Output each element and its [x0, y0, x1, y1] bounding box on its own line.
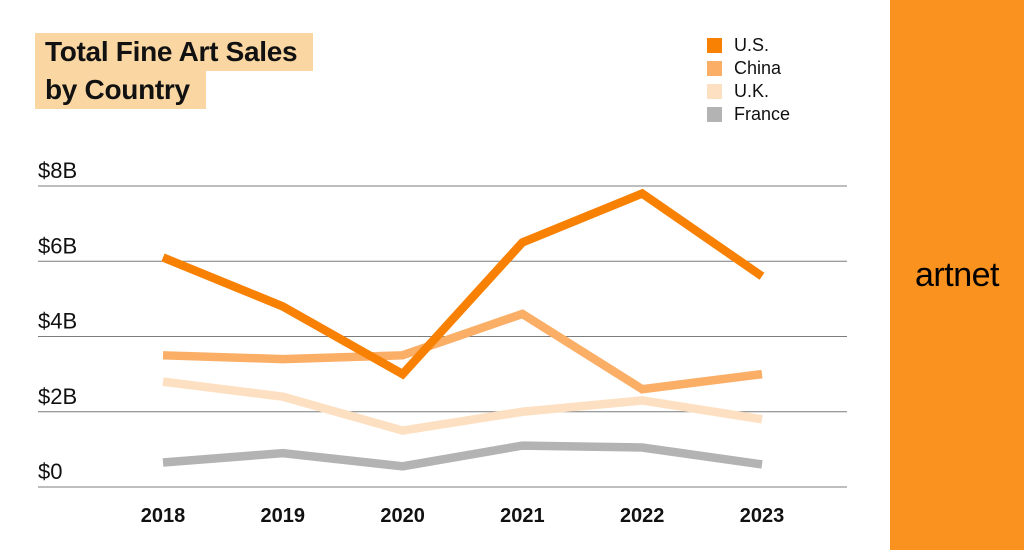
line-us: [161, 188, 765, 380]
legend-item-france: France: [707, 105, 790, 123]
artnet-logo: artnet: [915, 256, 999, 294]
legend-swatch-uk: [707, 83, 722, 99]
legend-label-uk: U.K.: [734, 81, 770, 101]
artnet-banner: artnet: [890, 0, 1024, 550]
legend-swatch-france: [707, 106, 722, 122]
x-axis-label: 2019: [261, 505, 306, 527]
y-axis-label: $8B: [38, 158, 77, 183]
y-axis-label: $6B: [38, 233, 77, 258]
legend-item-us: U.S.: [707, 36, 790, 54]
y-axis-label: $0: [38, 459, 62, 484]
chart-title-line1: Total Fine Art Sales: [35, 33, 314, 71]
legend-swatch-china: [707, 60, 722, 76]
line-france: [162, 441, 763, 471]
y-axis-label: $4B: [38, 309, 77, 334]
legend-label-us: U.S.: [734, 35, 770, 55]
legend-label-china: China: [734, 58, 782, 78]
legend-label-france: France: [734, 104, 791, 124]
line-china: [162, 309, 763, 394]
chart-title: Total Fine Art Sales by Country: [35, 33, 314, 109]
x-axis-label: 2020: [380, 505, 425, 527]
legend-item-china: China: [707, 59, 790, 77]
x-axis-label: 2023: [740, 505, 785, 527]
legend-swatch-us: [707, 37, 722, 53]
x-axis-label: 2018: [141, 505, 186, 527]
chart-title-line2: by Country: [35, 71, 206, 109]
legend: U.S. China U.K. France: [707, 36, 790, 128]
legend-item-uk: U.K.: [707, 82, 790, 100]
x-axis-label: 2022: [620, 505, 665, 527]
y-axis-label: $2B: [38, 384, 77, 409]
line-uk: [162, 377, 763, 435]
x-axis-label: 2021: [500, 505, 545, 527]
